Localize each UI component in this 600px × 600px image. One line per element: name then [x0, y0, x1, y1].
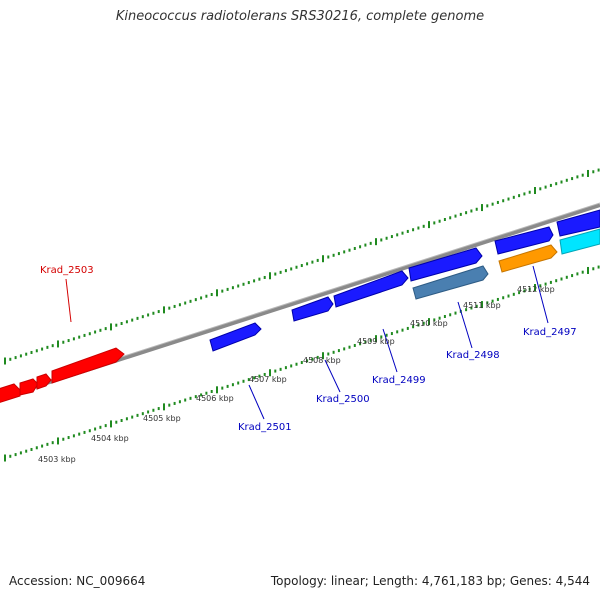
gene-label-krad-2501[interactable]: Krad_2501 [238, 422, 292, 433]
scale-label: 4505 kbp [143, 414, 181, 423]
gene-cyan[interactable] [559, 228, 600, 255]
genome-title: Kineococcus radiotolerans SRS30216, comp… [115, 9, 485, 24]
gene-krad-2499[interactable] [333, 270, 409, 308]
gene-label-krad-2500[interactable]: Krad_2500 [316, 394, 370, 405]
gene-krad-2498-steel[interactable] [412, 265, 489, 300]
leader-krad-2497 [532, 265, 549, 324]
gene-arrow[interactable] [19, 378, 39, 396]
gene-right-blue[interactable] [556, 209, 600, 237]
leader-krad-2500 [324, 359, 341, 393]
scale-label: 4506 kbp [196, 394, 234, 403]
gene-arrow[interactable] [36, 373, 52, 390]
scale-label: 4512 kbp [517, 285, 555, 294]
gene-krad-2498[interactable] [408, 247, 483, 282]
scale-label: 4510 kbp [410, 319, 448, 328]
gene-krad-2501[interactable] [209, 322, 262, 352]
scale-label: 4508 kbp [303, 356, 341, 365]
scale-label: 4504 kbp [91, 434, 129, 443]
gene-krad-2497[interactable] [494, 226, 554, 255]
leader-krad-2498 [457, 301, 473, 349]
scale-label: 4503 kbp [38, 455, 76, 464]
gene-arrow[interactable] [0, 383, 21, 404]
gene-arrow-krad-2503[interactable] [51, 347, 125, 384]
gene-krad-2500[interactable] [291, 296, 334, 322]
scale-label: 4511 kbp [463, 301, 501, 310]
gene-label-krad-2503[interactable]: Krad_2503 [40, 265, 94, 276]
leader-krad-2501 [248, 384, 265, 420]
gene-orange[interactable] [498, 244, 558, 273]
scale-label: 4509 kbp [357, 337, 395, 346]
upper-tick-track [4, 168, 600, 365]
leader-krad-2499 [382, 328, 398, 373]
genome-summary-text: Topology: linear; Length: 4,761,183 bp; … [270, 574, 590, 588]
accession-text: Accession: NC_009664 [9, 574, 146, 588]
gene-label-krad-2498[interactable]: Krad_2498 [446, 350, 500, 361]
gene-label-krad-2497[interactable]: Krad_2497 [523, 327, 577, 338]
leader-krad-2503 [65, 278, 72, 323]
lower-tick-track [4, 265, 600, 462]
scale-label: 4507 kbp [249, 375, 287, 384]
gene-label-krad-2499[interactable]: Krad_2499 [372, 375, 426, 386]
gene-krad-2503-group[interactable] [0, 347, 125, 404]
